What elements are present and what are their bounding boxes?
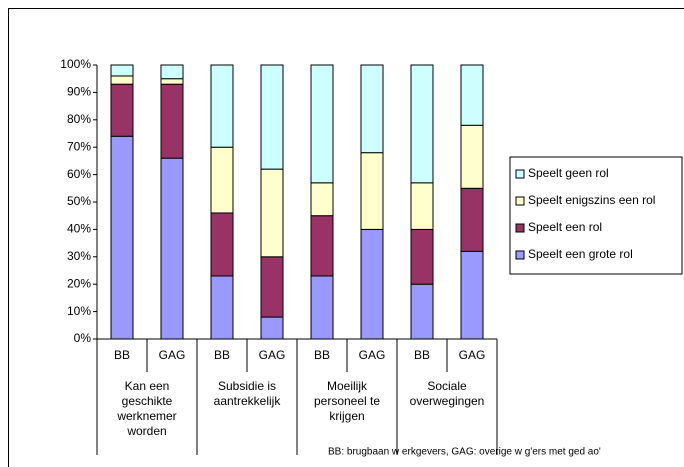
bar-segment	[260, 316, 284, 340]
bar-segment	[160, 78, 184, 85]
bar-segment	[460, 250, 484, 340]
bar-segment	[260, 256, 284, 318]
legend-swatch	[515, 196, 525, 206]
y-tick-label: 0%	[74, 331, 92, 345]
y-tick-label: 80%	[67, 112, 91, 126]
bar-segment	[360, 152, 384, 230]
bar-segment	[460, 124, 484, 189]
bar-segment	[110, 64, 134, 77]
group-label: Kan een geschikte werknemer worden	[117, 379, 177, 438]
x-tick-label: BB	[414, 348, 430, 362]
legend-label: Speelt een grote rol	[528, 247, 633, 261]
y-tick-label: 60%	[67, 167, 91, 181]
bar-segment	[210, 212, 234, 277]
x-tick-label: GAG	[359, 348, 386, 362]
bar-segment	[110, 75, 134, 85]
y-tick-label: 70%	[67, 139, 91, 153]
chart-border	[8, 8, 684, 467]
x-tick-label: GAG	[259, 348, 286, 362]
y-tick-label: 100%	[60, 57, 91, 71]
legend-label: Speelt een rol	[528, 220, 602, 234]
x-tick-label: GAG	[159, 348, 186, 362]
bar-segment	[160, 157, 184, 340]
bar-segment	[160, 83, 184, 159]
bar-segment	[260, 168, 284, 258]
group-label: Subsidie is aantrekkelijk	[213, 379, 281, 408]
bar-segment	[360, 64, 384, 154]
y-tick-label: 20%	[67, 276, 91, 290]
legend-label: Speelt geen rol	[528, 166, 609, 180]
bar-segment	[210, 146, 234, 214]
y-tick-label: 90%	[67, 85, 91, 99]
legend-swatch	[515, 169, 525, 179]
group-label: Moeilijk personeel te krijgen	[313, 379, 381, 423]
y-tick-label: 10%	[67, 304, 91, 318]
footnote: BB: brugbaan w erkgevers, GAG: overige w…	[328, 447, 601, 458]
bar-segment	[460, 64, 484, 126]
bar-segment	[410, 64, 434, 184]
bar-segment	[310, 215, 334, 277]
bar-segment	[460, 187, 484, 252]
bar-segment	[160, 64, 184, 80]
bar-segment	[110, 135, 134, 340]
y-tick-label: 50%	[67, 194, 91, 208]
bar-segment	[310, 275, 334, 340]
legend-swatch	[515, 250, 525, 260]
bar-segment	[110, 83, 134, 137]
x-tick-label: BB	[214, 348, 230, 362]
bar-segment	[260, 64, 284, 170]
bar-segment	[410, 283, 434, 340]
bar-segment	[360, 228, 384, 340]
y-tick-label: 30%	[67, 249, 91, 263]
legend-box	[509, 156, 683, 275]
x-tick-label: BB	[114, 348, 130, 362]
x-tick-label: GAG	[459, 348, 486, 362]
legend-label: Speelt enigszins een rol	[528, 193, 655, 207]
bar-segment	[210, 275, 234, 340]
bar-segment	[210, 64, 234, 148]
x-tick-label: BB	[314, 348, 330, 362]
group-label: Sociale overwegingen	[409, 379, 485, 408]
legend-swatch	[515, 223, 525, 233]
bar-segment	[310, 182, 334, 217]
bar-segment	[410, 182, 434, 230]
y-tick-label: 40%	[67, 222, 91, 236]
bar-segment	[310, 64, 334, 184]
bar-segment	[410, 228, 434, 285]
